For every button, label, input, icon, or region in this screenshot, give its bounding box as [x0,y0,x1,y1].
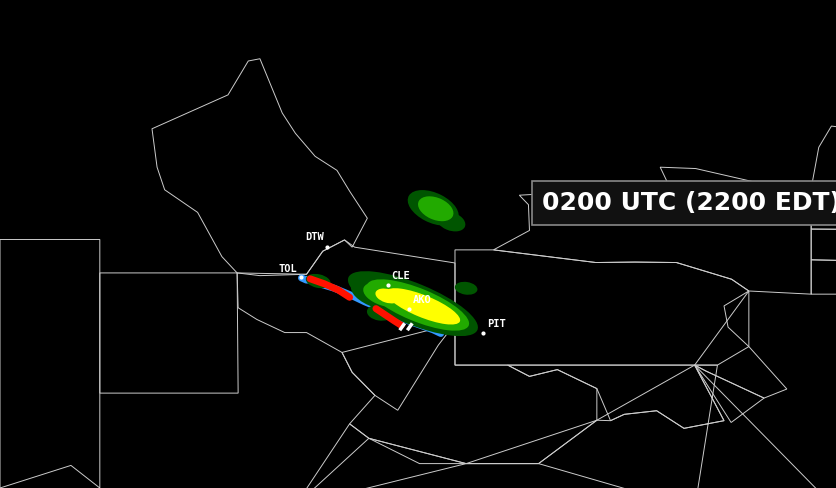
Text: 0200 UTC (2200 EDT): 0200 UTC (2200 EDT) [542,191,836,215]
Text: PIT: PIT [487,319,506,329]
Text: AKO: AKO [413,295,431,305]
Ellipse shape [367,305,393,321]
Ellipse shape [367,279,469,331]
Text: CLE: CLE [391,271,410,281]
Ellipse shape [386,288,460,325]
Ellipse shape [455,282,477,295]
Ellipse shape [348,271,478,336]
Ellipse shape [436,211,466,231]
Ellipse shape [351,277,409,310]
Ellipse shape [418,196,453,221]
Ellipse shape [375,288,400,304]
Text: TOL: TOL [278,264,297,274]
Ellipse shape [306,274,330,288]
Ellipse shape [408,190,459,225]
Text: DTW: DTW [305,232,324,242]
Ellipse shape [363,282,407,307]
